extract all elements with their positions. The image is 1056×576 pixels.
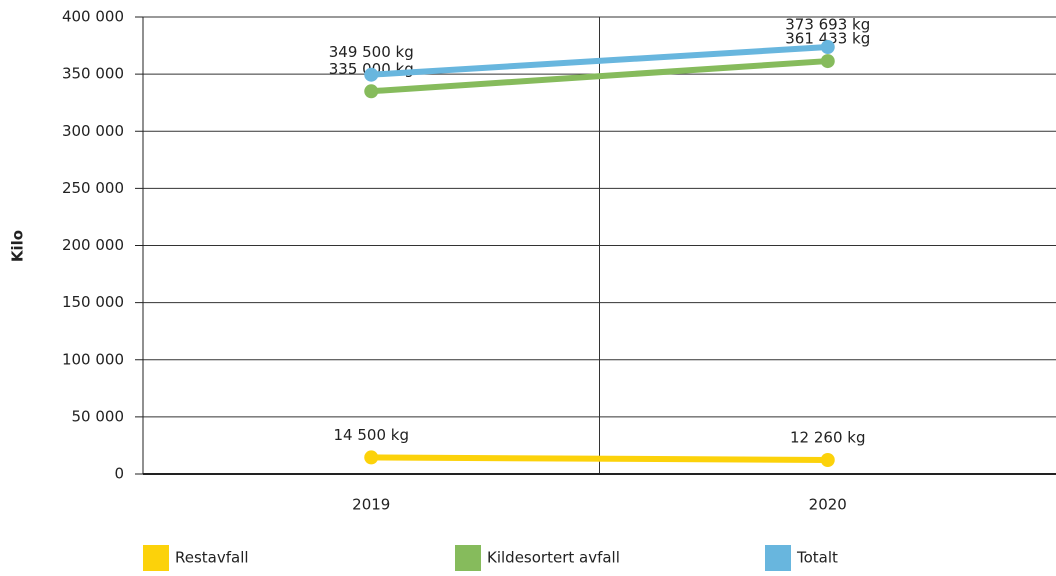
y-tick-label: 100 000 [62,350,124,368]
y-tick-label: 250 000 [62,179,124,197]
point [820,452,835,467]
point [820,54,835,69]
value-label: 12 260 kg [790,428,865,446]
legend-swatch [143,545,169,571]
point [364,450,379,465]
legend-label: Restavfall [175,549,249,567]
value-label: 373 693 kg [785,16,870,34]
y-tick-label: 200 000 [62,236,124,254]
x-tick-label: 2019 [352,496,390,514]
x-tick-label: 2020 [809,496,847,514]
y-tick-label: 50 000 [72,407,125,425]
y-tick-label: 150 000 [62,293,124,311]
value-label: 361 433 kg [785,30,870,48]
value-label: 349 500 kg [329,43,414,61]
line [371,58,828,95]
legend-label: Totalt [796,549,838,567]
y-tick-label: 350 000 [62,65,124,83]
value-label: 14 500 kg [334,426,409,444]
point [820,40,835,55]
y-tick-label: 300 000 [62,122,124,140]
line [371,454,828,463]
y-tick-label: 400 000 [62,8,124,26]
line [371,44,828,78]
point [364,67,379,82]
y-tick-label: 0 [114,465,124,483]
legend-label: Kildesortert avfall [487,549,620,567]
legend-swatch [455,545,481,571]
legend-swatch [765,545,791,571]
point [364,84,379,99]
y-axis-label: Kilo [9,230,27,262]
